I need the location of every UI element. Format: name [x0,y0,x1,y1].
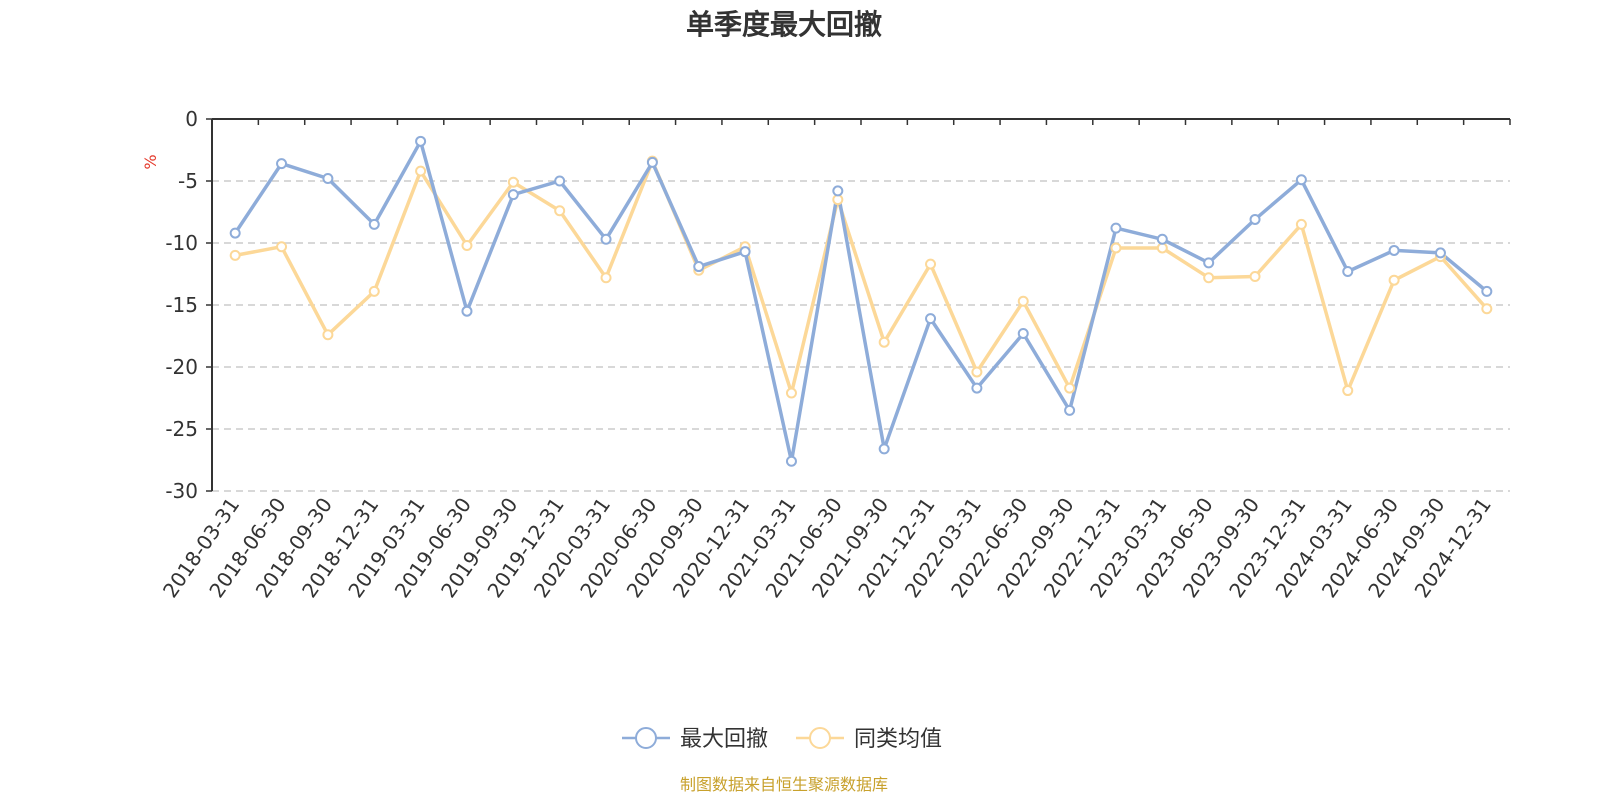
series-layer [229,135,1493,467]
data-point [1388,244,1400,256]
data-point [1110,242,1122,254]
data-point [1017,328,1029,340]
y-axis-unit-label: % [141,154,160,169]
data-point [1342,266,1354,278]
data-point [785,387,797,399]
data-point [878,336,890,348]
data-point [507,189,519,201]
legend-label: 最大回撤 [680,727,768,752]
data-point [600,233,612,245]
series-line [234,159,1489,395]
data-point [646,156,658,168]
data-point [832,185,844,197]
data-point [1064,382,1076,394]
grid-lines [212,180,1510,492]
data-point [1388,274,1400,286]
data-point [785,455,797,467]
data-point [1017,295,1029,307]
data-point [368,218,380,230]
data-point [832,194,844,206]
data-point [1249,270,1261,282]
data-point [1110,222,1122,234]
data-point [1481,303,1493,315]
y-tick-label: -20 [165,355,198,379]
series-line [233,139,1488,463]
data-point [368,285,380,297]
y-tick-label: -30 [165,479,198,503]
legend-item[interactable]: 同类均值 [796,727,942,752]
data-point [461,239,473,251]
chart-title: 单季度最大回撤 [686,8,882,41]
data-point [415,165,427,177]
data-point [925,258,937,270]
data-point [1064,404,1076,416]
data-point [925,313,937,325]
data-point [415,135,427,147]
source-note: 制图数据来自恒生聚源数据库 [680,775,888,794]
data-point [554,205,566,217]
data-point [693,261,705,273]
data-point [1481,285,1493,297]
y-tick-label: -25 [165,417,198,441]
data-point [878,443,890,455]
data-point [1342,385,1354,397]
data-point [276,158,288,170]
data-point [507,176,519,188]
data-point [1156,242,1168,254]
legend-marker-icon [635,727,657,749]
legend-item[interactable]: 最大回撤 [622,727,768,752]
data-point [1295,218,1307,230]
data-point [276,241,288,253]
data-point [739,246,751,258]
data-point [971,366,983,378]
data-point [1434,247,1446,259]
data-point [1295,174,1307,186]
legend-label: 同类均值 [854,727,942,752]
data-point [971,382,983,394]
data-point [229,249,241,261]
legend[interactable]: 最大回撤 同类均值 [622,727,942,752]
data-point [600,272,612,284]
y-tick-label: -5 [178,169,198,193]
data-point [1203,272,1215,284]
data-point [1203,257,1215,269]
y-tick-label: -15 [165,293,198,317]
data-point [1249,213,1261,225]
y-tick-label: 0 [185,107,198,131]
data-point [229,227,241,239]
data-point [554,175,566,187]
data-point [461,305,473,317]
legend-marker-icon [809,727,831,749]
y-tick-label: -10 [165,231,198,255]
data-point [1156,233,1168,245]
data-point [322,173,334,185]
data-point [322,329,334,341]
